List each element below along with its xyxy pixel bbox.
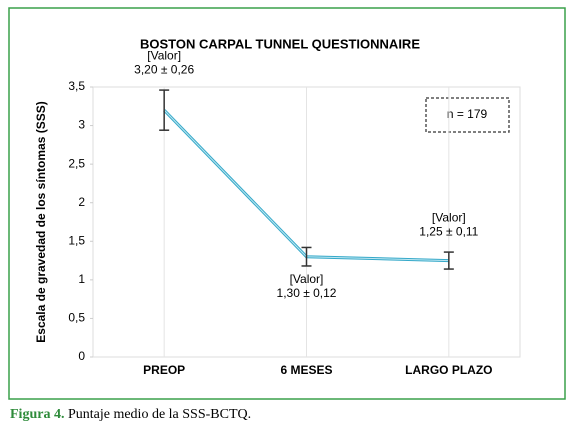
chart: BOSTON CARPAL TUNNEL QUESTIONNAIRE Escal… <box>8 7 566 400</box>
data-label: 1,25 ± 0,11 <box>419 224 478 238</box>
caption: Figura 4. Puntaje medio de la SSS-BCTQ. <box>10 407 251 423</box>
annotation: n = 179 <box>447 107 488 121</box>
frame <box>8 7 566 400</box>
y-tick-label: 0 <box>78 349 85 363</box>
chart-title: BOSTON CARPAL TUNNEL QUESTIONNAIRE <box>140 36 420 51</box>
y-tick-label: 3,5 <box>68 79 85 93</box>
caption-label: Figura 4. <box>10 407 65 422</box>
annotation-box <box>425 97 510 133</box>
y-axis-label: Escala de gravedad de los síntomas (SSS) <box>34 101 48 342</box>
caption-text: Puntaje medio de la SSS-BCTQ. <box>67 407 252 422</box>
y-tick-label: 2 <box>78 195 85 209</box>
data-label: [Valor] <box>147 48 181 62</box>
x-tick-label: LARGO PLAZO <box>405 363 492 377</box>
data-label: 3,20 ± 0,26 <box>134 62 194 76</box>
x-tick-label: 6 MESES <box>280 363 332 377</box>
y-tick-label: 1,5 <box>68 233 85 247</box>
y-tick-label: 2,5 <box>68 156 85 170</box>
y-tick-label: 3 <box>78 118 85 132</box>
y-tick-label: 1 <box>78 272 85 286</box>
x-tick-label: PREOP <box>143 363 185 377</box>
data-label: [Valor] <box>432 210 466 224</box>
data-label: [Valor] <box>290 272 324 286</box>
data-label: 1,30 ± 0,12 <box>277 286 337 300</box>
y-tick-label: 0,5 <box>68 311 85 325</box>
